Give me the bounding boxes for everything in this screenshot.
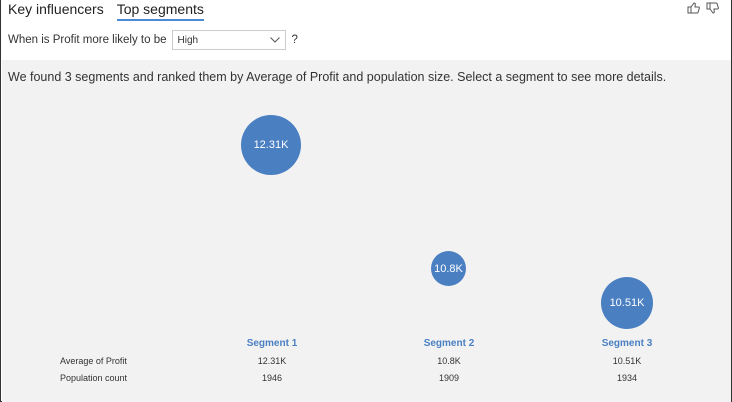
dropdown-value: High bbox=[177, 35, 199, 46]
segment-1-bubble[interactable]: 12.31K bbox=[241, 115, 301, 175]
thumbs-up-icon[interactable] bbox=[687, 1, 700, 19]
segment-1-avg-profit: 12.31K bbox=[257, 356, 287, 366]
question-mark: ? bbox=[291, 34, 298, 46]
segment-2-population: 1909 bbox=[438, 373, 460, 383]
filter-label: When is Profit more likely to be bbox=[8, 34, 167, 46]
segment-2-header[interactable]: Segment 2 bbox=[423, 338, 475, 349]
row-label-avg-profit: Average of Profit bbox=[60, 356, 127, 366]
segment-2-avg-profit: 10.8K bbox=[437, 356, 461, 366]
summary-text: We found 3 segments and ranked them by A… bbox=[8, 70, 667, 84]
profit-level-dropdown[interactable]: High bbox=[171, 30, 286, 50]
segment-3-avg-profit: 10.51K bbox=[612, 356, 642, 366]
tab-top-segments[interactable]: Top segments bbox=[116, 0, 204, 21]
tab-bar: Key influencers Top segments bbox=[8, 0, 204, 22]
feedback bbox=[687, 1, 719, 19]
segment-1-header[interactable]: Segment 1 bbox=[246, 338, 298, 349]
filter-row: When is Profit more likely to be High ? bbox=[8, 30, 298, 50]
segment-2-bubble[interactable]: 10.8K bbox=[431, 251, 466, 286]
tab-key-influencers[interactable]: Key influencers bbox=[8, 1, 104, 17]
thumbs-down-icon[interactable] bbox=[706, 1, 719, 19]
chevron-down-icon bbox=[269, 37, 280, 43]
segment-1-population: 1946 bbox=[261, 373, 283, 383]
row-label-population: Population count bbox=[60, 373, 128, 383]
segment-3-population: 1934 bbox=[616, 373, 638, 383]
segments-panel: We found 3 segments and ranked them by A… bbox=[2, 60, 731, 402]
segment-3-bubble[interactable]: 10.51K bbox=[601, 277, 653, 329]
segment-3-header[interactable]: Segment 3 bbox=[601, 338, 653, 349]
